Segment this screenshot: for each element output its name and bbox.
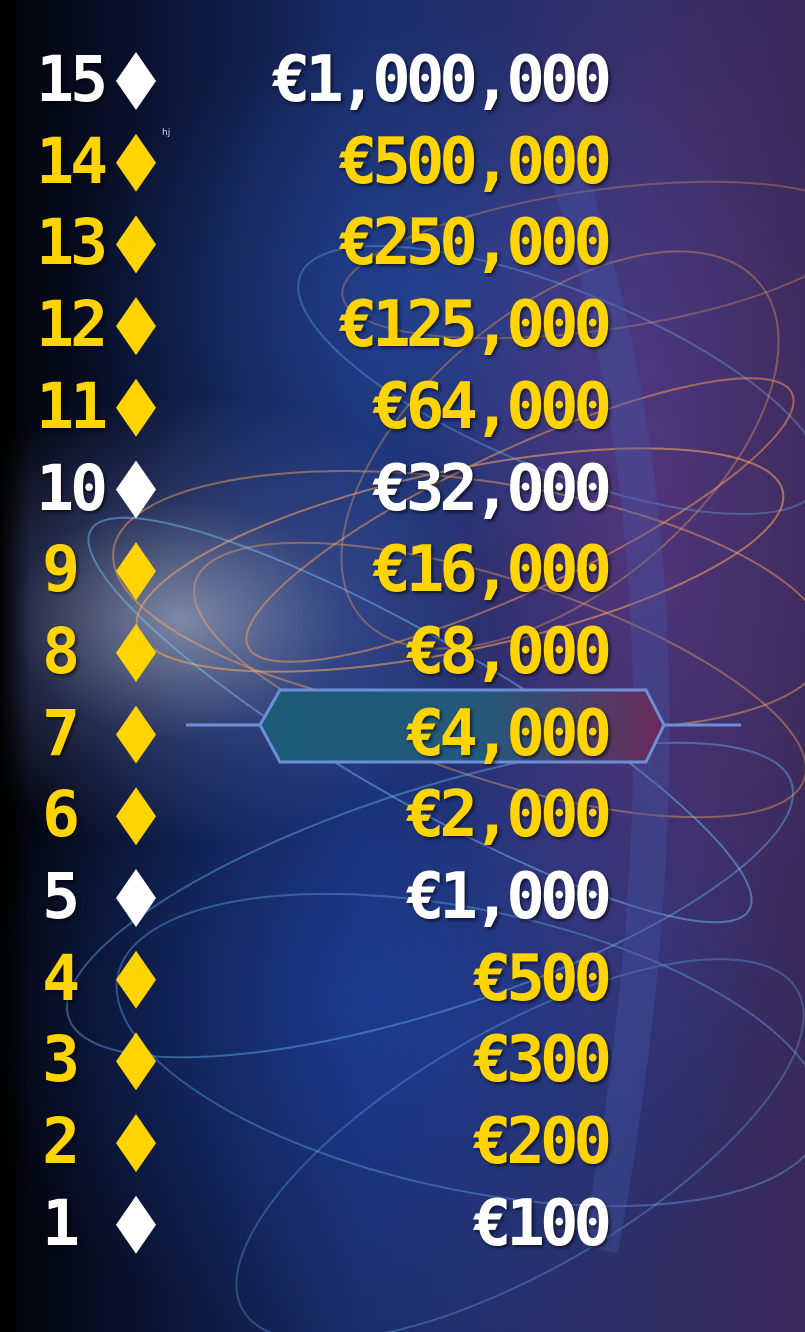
diamond-icon: [116, 1195, 156, 1254]
ladder-rung-12: 12 €125,000: [0, 285, 805, 365]
diamond-icon: [116, 460, 156, 519]
ladder-rung-4: 4 €500: [0, 939, 805, 1019]
ladder-rung-3: 3 €300: [0, 1020, 805, 1100]
ladder-rung-15: 15 €1,000,000: [0, 40, 805, 120]
prize-amount: €8,000: [405, 614, 612, 689]
ladder-rung-5: 5 €1,000: [0, 857, 805, 937]
ladder-rung-10: 10 €32,000: [0, 449, 805, 529]
small-mark: hj: [162, 128, 171, 138]
diamond-icon: [116, 542, 156, 601]
ladder-rung-1: 1 €100: [0, 1184, 805, 1264]
level-number: 11: [36, 369, 108, 443]
level-number: 15: [36, 43, 108, 116]
diamond-icon: [116, 378, 156, 437]
diamond-icon: [116, 133, 156, 192]
level-number: 9: [42, 533, 80, 607]
ladder-rung-7: 7 €4,000: [0, 694, 805, 774]
ladder-rung-2: 2 €200: [0, 1102, 805, 1182]
current-level-highlight: [186, 688, 741, 766]
diamond-icon: [116, 705, 156, 764]
level-number: 7: [42, 696, 80, 770]
level-number: 13: [36, 206, 108, 280]
level-number: 12: [36, 288, 108, 362]
diamond-icon: [116, 623, 156, 682]
level-number: 5: [42, 860, 80, 933]
level-number: 14: [36, 124, 108, 198]
level-number: 6: [42, 778, 80, 852]
ladder-rung-8: 8 €8,000: [0, 612, 805, 692]
ladder-rung-13: 13 €250,000: [0, 203, 805, 283]
prize-amount: €2,000: [405, 778, 612, 853]
left-shadow: [0, 0, 30, 1332]
diamond-icon: [116, 1032, 156, 1091]
prize-amount: €1,000,000: [271, 43, 612, 117]
prize-amount: €500,000: [338, 124, 612, 199]
ladder-rung-9: 9 €16,000: [0, 530, 805, 610]
prize-amount: €500: [472, 941, 612, 1016]
prize-amount: €200: [472, 1105, 612, 1180]
prize-amount: €16,000: [372, 533, 612, 608]
diamond-icon: [116, 297, 156, 356]
level-number: 4: [42, 941, 80, 1015]
diamond-icon: [116, 52, 156, 110]
ladder-rung-14: 14 €500,000: [0, 122, 805, 202]
diamond-icon: [116, 1114, 156, 1173]
prize-amount: €32,000: [372, 451, 612, 526]
prize-amount: €64,000: [372, 369, 612, 444]
prize-amount: €250,000: [338, 206, 612, 281]
prize-amount: €300: [472, 1023, 612, 1098]
level-number: 3: [42, 1023, 80, 1097]
ladder-rung-6: 6 €2,000: [0, 775, 805, 855]
prize-amount: €1,000: [405, 860, 612, 934]
level-number: 8: [42, 614, 80, 688]
prize-amount: €125,000: [338, 288, 612, 363]
prize-amount: €100: [472, 1186, 612, 1261]
diamond-icon: [116, 950, 156, 1009]
level-number: 2: [42, 1105, 80, 1179]
diamond-icon: [116, 869, 156, 927]
level-number: 1: [42, 1186, 80, 1260]
diamond-icon: [116, 215, 156, 274]
ladder-rung-11: 11 €64,000: [0, 367, 805, 447]
diamond-icon: [116, 787, 156, 846]
prize-amount: €4,000: [405, 696, 612, 771]
level-number: 10: [36, 451, 108, 525]
